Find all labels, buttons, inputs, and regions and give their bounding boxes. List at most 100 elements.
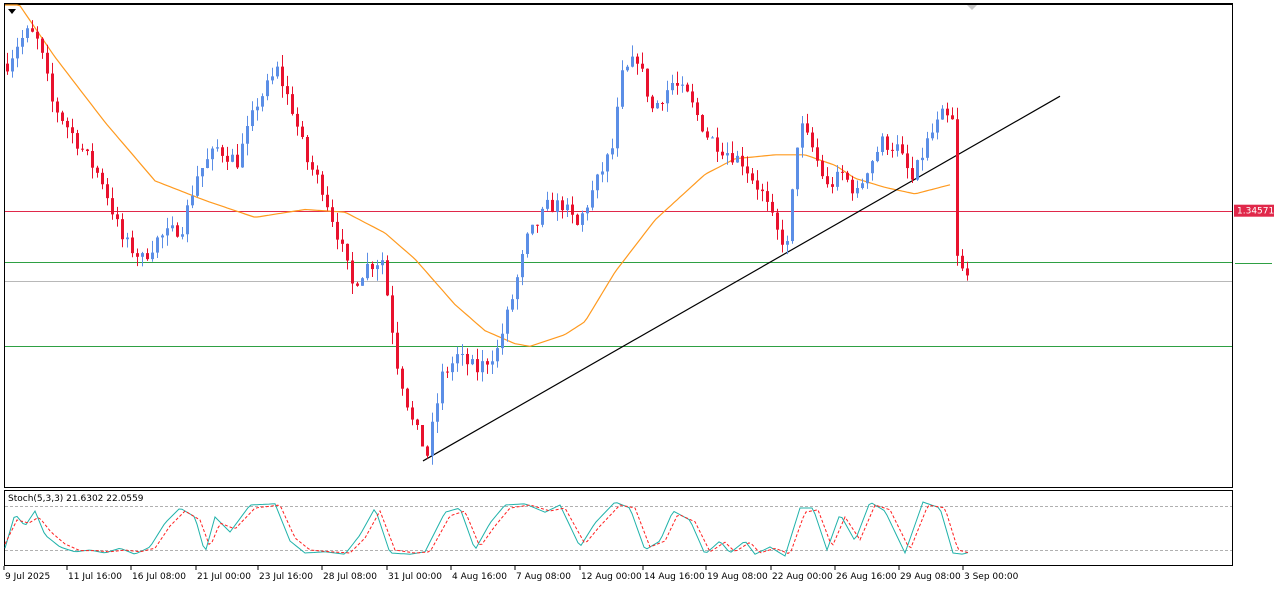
candle-body bbox=[31, 28, 34, 32]
candle-body bbox=[156, 237, 159, 253]
candle-body bbox=[291, 94, 294, 114]
candle-body bbox=[866, 173, 869, 184]
candle-body bbox=[891, 149, 894, 151]
candle-body bbox=[366, 263, 369, 279]
candle-body bbox=[611, 148, 614, 155]
candle-body bbox=[661, 103, 664, 105]
candle-body bbox=[411, 407, 414, 420]
x-tick-label: 9 Jul 2025 bbox=[5, 572, 50, 582]
candle-body bbox=[676, 82, 679, 86]
candle-body bbox=[606, 154, 609, 172]
candle-body bbox=[601, 171, 604, 175]
candle-body bbox=[706, 131, 709, 138]
candle-body bbox=[456, 354, 459, 364]
candle-body bbox=[481, 361, 484, 373]
candle-body bbox=[301, 126, 304, 137]
candle-body bbox=[356, 283, 359, 286]
candle-body bbox=[91, 151, 94, 168]
candle-body bbox=[476, 359, 479, 373]
candle-body bbox=[551, 199, 554, 213]
candle-body bbox=[131, 237, 134, 254]
candle-body bbox=[226, 155, 229, 162]
candle-body bbox=[641, 63, 644, 69]
candle-body bbox=[251, 110, 254, 127]
candle-body bbox=[86, 149, 89, 152]
candle-body bbox=[946, 108, 949, 116]
candle-body bbox=[921, 157, 924, 161]
candle-body bbox=[681, 84, 684, 86]
candle-body bbox=[491, 361, 494, 365]
candle-body bbox=[576, 214, 579, 225]
candle-body bbox=[486, 361, 489, 365]
candle-body bbox=[126, 237, 129, 240]
candle-body bbox=[896, 144, 899, 151]
candle-body bbox=[466, 353, 469, 365]
candle-body bbox=[911, 168, 914, 180]
candle-body bbox=[401, 368, 404, 389]
scroll-marker-icon[interactable] bbox=[967, 5, 977, 10]
candle-body bbox=[191, 195, 194, 206]
candle-body bbox=[471, 359, 474, 365]
candle-body bbox=[651, 96, 654, 109]
candle-body bbox=[421, 425, 424, 447]
candle-body bbox=[526, 233, 529, 254]
candle-body bbox=[116, 214, 119, 220]
symbol-menu-icon[interactable] bbox=[8, 9, 16, 14]
indicator-label: Stoch(5,3,3) 21.6302 22.0559 bbox=[8, 494, 144, 504]
candle-body bbox=[266, 80, 269, 97]
candle-body bbox=[161, 235, 164, 238]
candle-body bbox=[841, 171, 844, 173]
candle-body bbox=[741, 155, 744, 167]
candle-body bbox=[631, 56, 634, 67]
candle-body bbox=[281, 66, 284, 87]
candle-body bbox=[326, 194, 329, 208]
candle-body bbox=[656, 103, 659, 109]
candle-body bbox=[811, 132, 814, 148]
candle-body bbox=[621, 70, 624, 107]
candle-body bbox=[11, 58, 14, 72]
candle-body bbox=[826, 176, 829, 185]
stochastic-signal-line bbox=[4, 504, 969, 554]
trendline[interactable] bbox=[422, 95, 1061, 462]
candle-body bbox=[776, 212, 779, 230]
candle-body bbox=[686, 84, 689, 92]
candle-body bbox=[311, 162, 314, 170]
candle-body bbox=[316, 169, 319, 175]
candle-body bbox=[546, 199, 549, 209]
candle-body bbox=[321, 174, 324, 195]
candle-body bbox=[376, 265, 379, 270]
x-tick-label: 23 Jul 16:00 bbox=[259, 572, 313, 582]
candle-body bbox=[271, 76, 274, 81]
candle-body bbox=[701, 115, 704, 132]
candle-body bbox=[851, 179, 854, 194]
candle-body bbox=[111, 198, 114, 215]
candle-body bbox=[391, 295, 394, 333]
candle-body bbox=[591, 190, 594, 208]
x-tick-label: 16 Jul 08:00 bbox=[132, 572, 186, 582]
candle-body bbox=[71, 127, 74, 134]
candle-body bbox=[626, 66, 629, 71]
candle-body bbox=[786, 241, 789, 245]
candle-body bbox=[836, 171, 839, 187]
candle-body bbox=[81, 148, 84, 150]
candle-body bbox=[96, 167, 99, 173]
candle-body bbox=[916, 160, 919, 180]
candle-body bbox=[941, 108, 944, 120]
candle-body bbox=[246, 126, 249, 144]
candle-body bbox=[856, 188, 859, 194]
candle-body bbox=[211, 148, 214, 160]
candle-body bbox=[956, 119, 959, 256]
candle-body bbox=[596, 174, 599, 191]
candle-body bbox=[816, 147, 819, 161]
candle-body bbox=[106, 184, 109, 199]
candle-body bbox=[766, 191, 769, 202]
candle-body bbox=[341, 239, 344, 244]
candle-body bbox=[61, 112, 64, 121]
candle-body bbox=[531, 224, 534, 234]
candle-body bbox=[821, 160, 824, 177]
x-tick-label: 11 Jul 16:00 bbox=[68, 572, 122, 582]
candle-body bbox=[496, 348, 499, 362]
candle-body bbox=[51, 73, 54, 102]
candle-body bbox=[446, 371, 449, 373]
